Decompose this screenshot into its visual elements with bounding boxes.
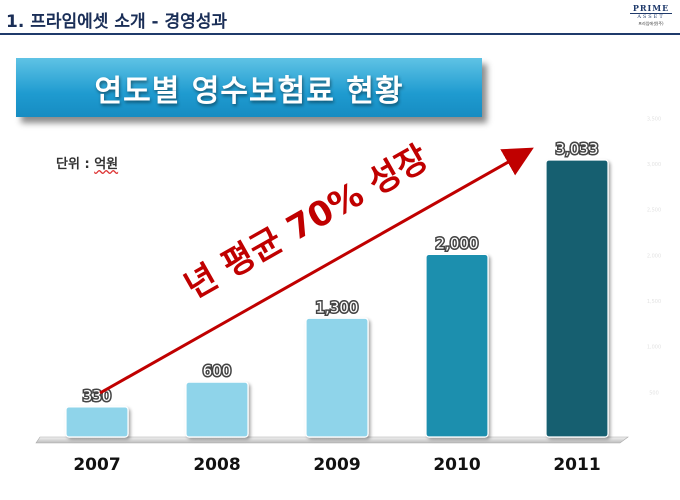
y-tick-label: 1,000 — [647, 345, 661, 351]
unit-label: 단위 : 억원 — [56, 153, 118, 172]
data-label: 3,033 — [556, 140, 599, 158]
bar-2010 — [425, 253, 489, 438]
data-label: 2,000 — [436, 234, 479, 252]
unit-prefix: 단위 : — [56, 157, 90, 172]
growth-annotation: 년 평균 70% 성장 — [178, 138, 436, 307]
logo-line3: 프라임에셋(주) — [638, 21, 664, 26]
logo-line1: PRIME — [630, 4, 672, 14]
x-tick-label: 2009 — [313, 455, 360, 475]
x-tick-label: 2008 — [193, 455, 240, 475]
logo-line2: ASSET — [637, 14, 665, 20]
x-tick-label: 2010 — [433, 455, 480, 475]
y-tick-label: 1,500 — [647, 299, 661, 305]
page-title: 1. 프라임에셋 소개 - 경영성과 — [6, 12, 228, 32]
bar-2011 — [545, 159, 609, 438]
y-tick-label: 2,000 — [647, 253, 661, 259]
y-tick-label: 3,000 — [647, 162, 661, 168]
header-divider — [0, 33, 680, 35]
chart-title: 연도별 영수보험료 현황 — [94, 73, 404, 109]
bar-2009 — [305, 317, 369, 438]
x-tick-label: 2011 — [553, 455, 600, 475]
y-tick-label: 2,500 — [647, 208, 661, 214]
chart-floor — [35, 436, 629, 444]
y-tick-label: 3,500 — [647, 116, 661, 122]
data-label: 600 — [203, 362, 232, 380]
growth-arrow — [99, 147, 534, 395]
chart-title-banner: 연도별 영수보험료 현황 — [16, 58, 482, 117]
data-label: 1,300 — [316, 298, 359, 316]
company-logo: PRIME ASSET 프라임에셋(주) — [630, 4, 672, 27]
unit-value: 억원 — [94, 157, 119, 172]
bar-2008 — [185, 381, 249, 438]
bar-2007 — [65, 406, 129, 438]
x-tick-label: 2007 — [73, 455, 120, 475]
y-tick-label: 500 — [649, 390, 659, 396]
